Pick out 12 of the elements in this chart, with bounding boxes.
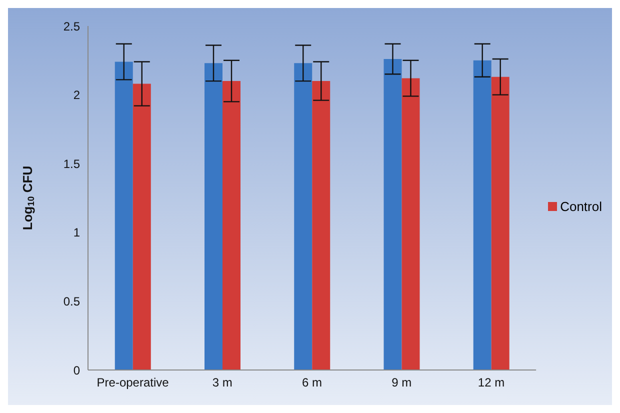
x-tick-label: 6 m <box>302 376 322 390</box>
x-tick-label: 9 m <box>392 376 412 390</box>
y-tick-label: 1 <box>73 226 80 240</box>
x-tick-label: Pre-operative <box>96 376 170 390</box>
y-tick-label: 2.5 <box>63 19 80 34</box>
x-tick-label: 12 m <box>478 376 505 390</box>
x-tick-label: 3 m <box>212 376 232 390</box>
legend-label: Control <box>560 199 602 214</box>
y-tick-label: 2 <box>73 88 80 102</box>
y-tick-label: 0.5 <box>63 294 80 308</box>
y-tick-label: 0 <box>73 363 80 378</box>
y-tick-label: 1.5 <box>63 156 80 171</box>
